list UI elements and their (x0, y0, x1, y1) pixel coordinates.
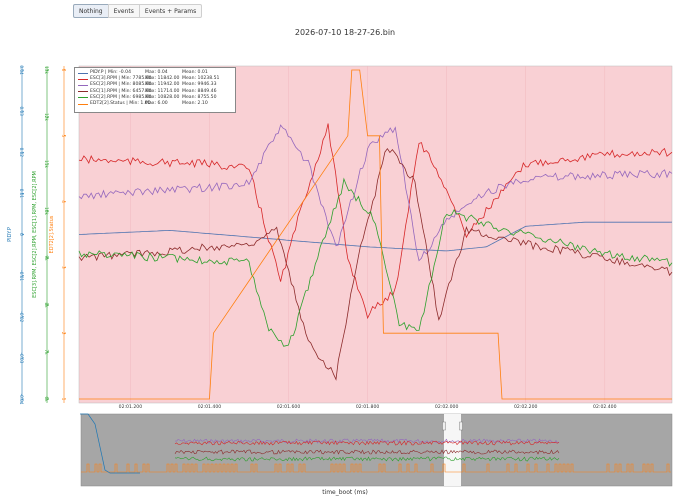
legend-mean: Mean: 8849.46 (182, 88, 217, 94)
y-tick-label: 12k (44, 113, 49, 121)
legend-entry[interactable]: ESC[1].RPM | Min: 6457.00 Max: 11714.00 Me… (78, 89, 232, 95)
legend-name-min: PIDY.P | Min: -0.04 (90, 70, 132, 75)
legend-max: Max: 11842.00 (145, 76, 180, 82)
y-tick-label: 7k (44, 349, 49, 355)
y-tick-label: 6k (44, 396, 49, 402)
navigator-series (174, 440, 560, 446)
legend-name-min: EDT2[2].Status | Min: 1.00 (90, 101, 151, 107)
y-tick-label: 5 (61, 134, 66, 137)
y-tick-label: 10k (44, 207, 49, 215)
navigator-series (174, 456, 560, 462)
y-tick-label: 2 (61, 332, 66, 335)
x-tick-label: 02:01.600 (277, 404, 301, 410)
y-tick-label: 0.03 (19, 106, 24, 116)
y-tick-label: 0.02 (19, 148, 24, 158)
legend-name-min: ESC[2].RPM | Min: 6985.00 (90, 94, 152, 100)
y-tick-label: 3 (61, 266, 66, 269)
legend-entry[interactable]: ESC[2].RPM | Min: 8085.00 Max: 11942.00 Me… (78, 82, 232, 88)
y-tick-label: 9k (44, 255, 49, 261)
y-tick-label: 4 (61, 200, 66, 203)
series-line[interactable] (78, 123, 673, 320)
y-axis-label: ESC[3].RPM, ESC[2].RPM, ESC[1].RPM, ESC[… (32, 171, 38, 298)
navigator-handle-right[interactable] (459, 421, 463, 431)
legend: PIDY.P | Min: -0.04 Max: 0.04 Mean: 0.01 ES… (74, 67, 236, 113)
series-line[interactable] (79, 69, 672, 400)
x-tick-label: 02:01.200 (119, 404, 143, 410)
navigator-status-series (81, 463, 671, 473)
series-line[interactable] (78, 124, 673, 262)
legend-max: Max: 11714.00 (145, 88, 180, 94)
y-axis-label: PIDY.P (7, 227, 13, 242)
x-tick-label: 02:02.200 (514, 404, 538, 410)
navigator-series (174, 449, 560, 455)
legend-swatch (78, 97, 88, 99)
navigator-handle-left[interactable] (442, 421, 446, 431)
events-params-button[interactable]: Events + Params (138, 4, 203, 18)
y-tick-label: -0.03 (19, 352, 24, 363)
navigator-background[interactable] (80, 413, 673, 487)
x-tick-label: 02:02.000 (435, 404, 459, 410)
y-tick-label: -0.01 (19, 270, 24, 281)
plot-area[interactable] (78, 65, 673, 404)
x-tick-label: 02:01.800 (356, 404, 380, 410)
legend-swatch (78, 72, 88, 74)
legend-mean: Mean: 0.01 (182, 70, 208, 75)
display-mode-toggle: Nothing Events Events + Params (73, 4, 203, 18)
x-tick-label: 02:02.400 (593, 404, 617, 410)
legend-swatch (78, 91, 88, 93)
legend-mean: Mean: 10238.51 (182, 76, 220, 82)
series-line[interactable] (78, 147, 673, 381)
legend-swatch (78, 103, 88, 105)
legend-name-min: ESC[1].RPM | Min: 6457.00 (90, 88, 152, 94)
y-tick-label: 0 (19, 233, 24, 236)
legend-swatch (78, 85, 88, 86)
y-tick-label: 8k (44, 302, 49, 308)
legend-mean: Mean: 2.10 (182, 101, 208, 107)
legend-entry[interactable]: ESC[2].RPM | Min: 6985.00 Max: 10828.00 Me… (78, 95, 232, 101)
legend-max: Max: 0.04 (145, 70, 168, 75)
navigator-pidy-series (80, 413, 140, 474)
y-tick-label: 13k (44, 66, 49, 74)
series-line[interactable] (78, 177, 673, 347)
y-tick-label: 6 (61, 69, 66, 72)
chart-title: 2026-07-10 18-27-26.bin (294, 28, 396, 37)
legend-entry[interactable]: EDT2[2].Status | Min: 1.00 Max: 6.00 Mean:… (78, 101, 232, 107)
y-tick-label: 0.04 (19, 65, 24, 75)
y-tick-label: 0.01 (19, 189, 24, 199)
y-tick-label: -0.04 (19, 394, 24, 405)
legend-max: Max: 6.00 (145, 101, 168, 107)
series-line[interactable] (78, 221, 673, 252)
y-tick-label: -0.02 (19, 311, 24, 322)
legend-max: Max: 10828.00 (145, 94, 180, 100)
x-tick-label: 02:01.400 (198, 404, 222, 410)
legend-mean: Mean: 9946.33 (182, 82, 217, 88)
legend-name-min: ESC[3].RPM | Min: 7785.00 (90, 76, 152, 82)
y-axis-label: EDT2[2].Status (49, 215, 55, 253)
y-tick-label: 1 (61, 398, 66, 401)
legend-entry[interactable]: PIDY.P | Min: -0.04 Max: 0.04 Mean: 0.01 (78, 70, 232, 76)
legend-swatch (78, 78, 88, 80)
legend-entry[interactable]: ESC[3].RPM | Min: 7785.00 Max: 11842.00 Me… (78, 76, 232, 82)
navigator-selection[interactable] (444, 414, 461, 486)
legend-max: Max: 11942.00 (145, 82, 180, 88)
x-axis-label: time_boot (ms) (322, 489, 368, 496)
legend-mean: Mean: 8755.50 (182, 94, 217, 100)
y-tick-label: 11k (44, 160, 49, 168)
legend-name-min: ESC[2].RPM | Min: 8085.00 (90, 82, 152, 88)
